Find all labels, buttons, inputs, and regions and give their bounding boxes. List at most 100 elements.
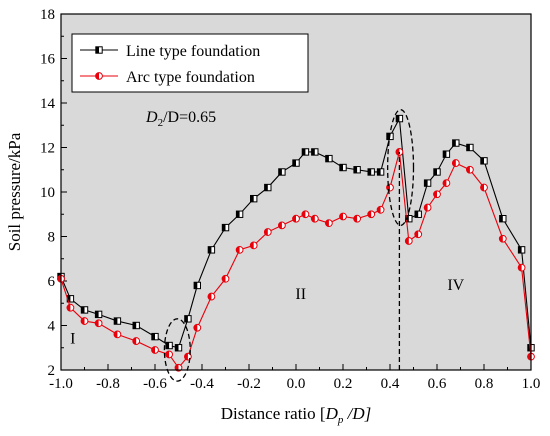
legend-label: Line type foundation — [126, 43, 260, 60]
x-axis-title-var: D — [325, 404, 339, 423]
arc-type-point — [517, 263, 526, 272]
zone-label: I — [70, 330, 75, 347]
x-tick-label: -1.0 — [49, 376, 73, 392]
arc-type-point — [433, 190, 441, 199]
line-type-point — [278, 168, 286, 176]
arc-type-point — [235, 245, 244, 254]
x-tick-label: 0.2 — [334, 376, 353, 392]
ratio-annotation-tail: /D=0.65 — [163, 109, 216, 126]
line-type-point — [184, 315, 192, 323]
legend: Line type foundation Arc type foundation — [71, 33, 309, 93]
zone-label: IV — [447, 277, 464, 294]
line-type-point — [250, 194, 258, 203]
line-type-point — [433, 168, 441, 176]
y-tick-label: 16 — [40, 52, 56, 68]
y-tick-label: 2 — [48, 363, 56, 379]
arc-type-point — [414, 230, 423, 239]
x-tick-label: 1.0 — [522, 376, 541, 392]
arc-type-point — [339, 212, 347, 221]
line-type-point — [264, 183, 272, 192]
line-type-point — [376, 168, 385, 176]
ratio-annotation-sub: 2 — [158, 117, 164, 129]
arc-type-point — [480, 183, 488, 192]
line-type-point — [207, 246, 216, 254]
y-tick-label: 10 — [40, 185, 55, 201]
ratio-annotation-var: D — [145, 109, 158, 126]
line-type-point — [423, 179, 432, 187]
line-type-point — [395, 114, 404, 123]
line-type-point — [480, 157, 488, 165]
arc-type-point — [466, 165, 474, 174]
arc-type-point — [442, 179, 451, 188]
x-axis-title: Distance ratio [Dp /D] — [221, 404, 371, 426]
arc-type-point — [94, 319, 103, 328]
arc-type-point — [249, 241, 258, 250]
x-tick-label: -0.6 — [143, 376, 167, 392]
line-type-point — [466, 143, 474, 152]
arc-type-point — [207, 292, 216, 301]
arc-type-point — [423, 203, 432, 212]
arc-type-point — [113, 330, 122, 339]
y-tick-label: 8 — [48, 230, 56, 246]
x-axis-title-main: Distance ratio [ — [221, 404, 326, 423]
arc-type-point — [376, 205, 385, 214]
ratio-annotation: D2/D=0.65 — [145, 109, 216, 129]
x-tick-label: 0.6 — [428, 376, 447, 392]
line-type-point — [442, 150, 451, 158]
line-type-point — [95, 46, 103, 54]
line-type-point — [292, 159, 300, 167]
line-type-point — [113, 317, 122, 325]
arc-type-point — [80, 317, 89, 325]
line-type-point — [339, 163, 347, 172]
arc-type-point — [292, 214, 300, 223]
arc-type-point — [193, 323, 202, 332]
line-type-point — [301, 148, 310, 156]
dashed-ellipse — [387, 109, 415, 227]
line-type-point — [174, 344, 183, 352]
line-type-point — [94, 310, 103, 319]
x-tick-label: -0.8 — [96, 376, 120, 392]
arc-type-point — [263, 228, 272, 236]
line-type-point — [452, 139, 460, 147]
arc-type-point — [310, 214, 319, 223]
line-type-point — [193, 281, 202, 290]
line-type-point — [311, 148, 319, 156]
arc-type-point — [95, 72, 103, 80]
legend-box — [71, 33, 309, 93]
x-tick-label: 0.8 — [475, 376, 494, 392]
arc-type-point — [221, 274, 230, 283]
arc-type-point — [367, 210, 376, 219]
zone-label: II — [295, 286, 306, 303]
arc-type-point — [301, 210, 310, 219]
y-tick-label: 4 — [48, 319, 56, 335]
arc-type-point — [151, 346, 159, 354]
arc-type-point — [451, 159, 460, 167]
x-tick-label: -0.4 — [190, 376, 214, 392]
y-tick-label: 18 — [40, 7, 55, 23]
y-tick-label: 12 — [40, 141, 55, 157]
arc-type-point — [395, 148, 404, 156]
line-type-point — [221, 223, 230, 232]
x-axis-title-sub: p — [337, 414, 344, 426]
arc-type-point — [66, 303, 75, 312]
x-axis-title-tail: /D] — [343, 404, 371, 423]
y-tick-label: 14 — [40, 96, 56, 112]
arc-type-point — [325, 219, 333, 228]
x-tick-label: 0.4 — [381, 376, 400, 392]
arc-type-point — [353, 214, 362, 223]
line-type-point — [80, 306, 89, 314]
dashed-ellipse — [163, 318, 191, 382]
line-type-point — [235, 210, 244, 218]
arc-type-point — [132, 337, 141, 345]
tick-labels: -1.0 -0.8 -0.6 -0.4 -0.2 0.0 0.2 0.4 0.6 0.8 1.0 2 4… — [40, 7, 540, 392]
arc-type-point — [498, 234, 507, 243]
line-type-point — [499, 215, 507, 223]
x-tick-label: -0.2 — [237, 376, 261, 392]
line-type-point — [367, 168, 375, 176]
line-type-point — [517, 246, 526, 254]
line-type-point — [132, 321, 140, 330]
arc-type-point — [278, 221, 286, 230]
line-type-point — [151, 332, 159, 341]
